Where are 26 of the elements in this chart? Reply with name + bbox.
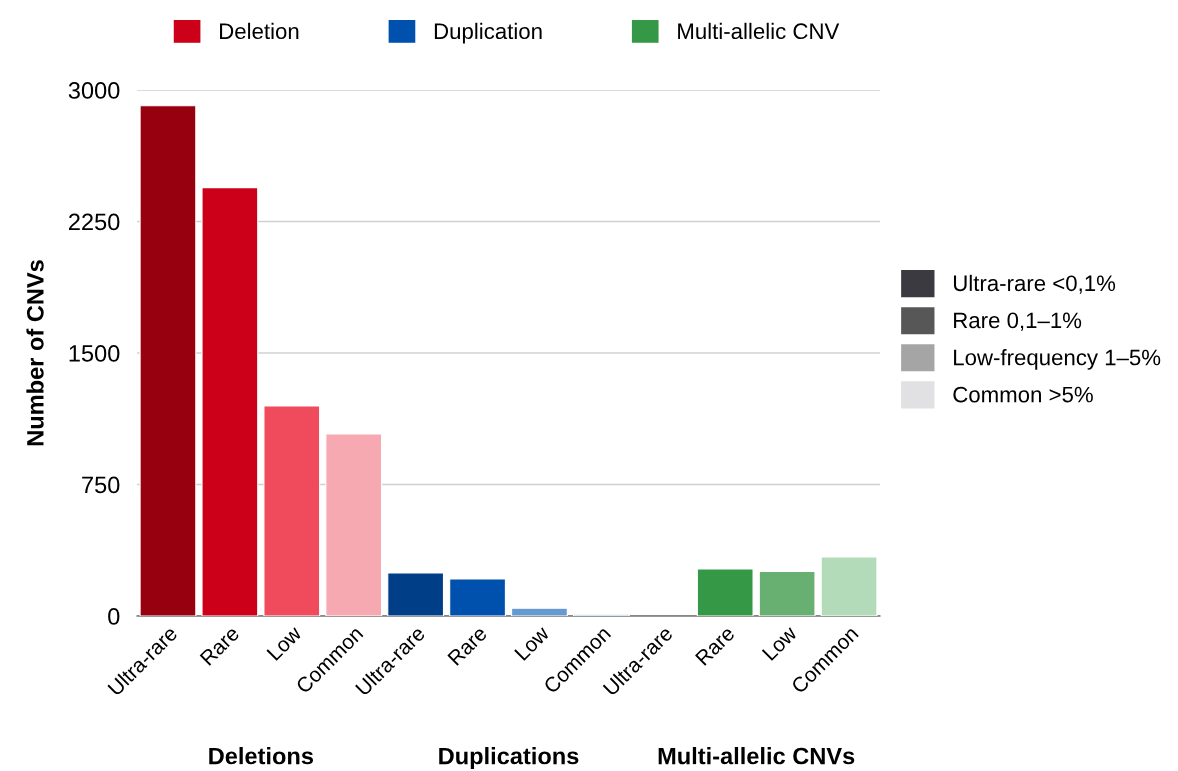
bar [325,433,383,616]
bar [696,568,754,616]
text: Duplications [439,747,579,770]
legend-label: Ultra-rare <0,1% [953,274,1116,294]
bar [139,105,197,616]
bar [511,607,568,616]
y-tick-label: 750 [82,476,120,494]
legend-label: Duplication [434,22,542,44]
bar [263,405,321,616]
y-tick-label: 3000 [68,82,120,99]
y-tick-label: 0 [108,608,120,625]
text: Multi-allelic CNVs [658,747,855,765]
y-tick-label: 1500 [69,345,120,362]
legend-label: Low-frequency 1–5% [954,349,1161,370]
bar [201,187,259,616]
legend-label: Deletion [220,22,299,40]
bar [387,572,445,616]
legend-label: Rare 0,1–1% [954,312,1082,331]
y-tick-label: 2250 [69,213,120,231]
y-axis-title: Number of CNVs [26,260,44,446]
legend-label: Common >5% [953,386,1093,403]
text: Deletions [209,747,314,765]
bar [449,578,506,616]
bar [758,570,816,616]
legend-label: Multi-allelic CNV [678,22,840,40]
bar [820,556,878,616]
